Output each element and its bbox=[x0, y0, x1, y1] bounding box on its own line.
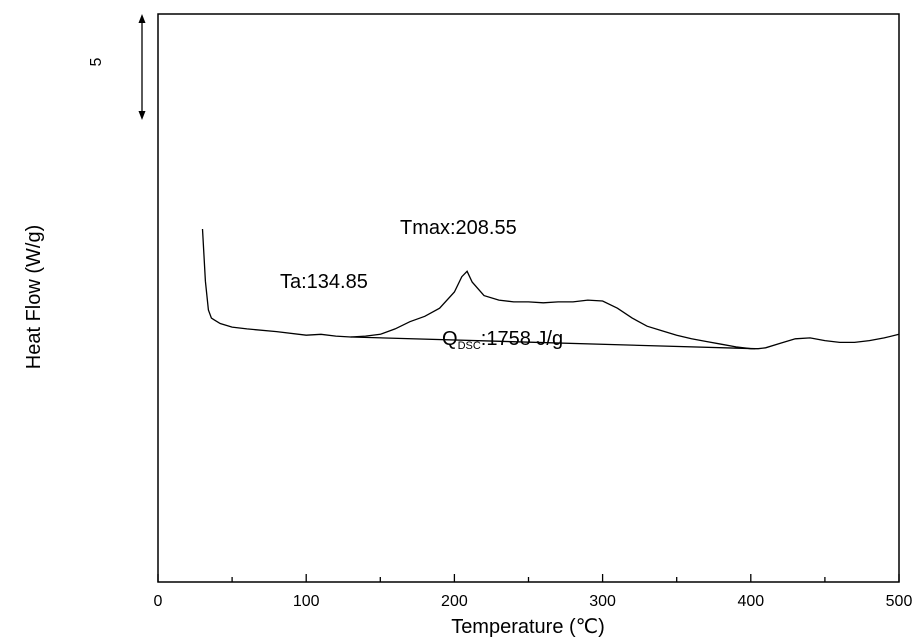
scale-bar-arrow-up-icon bbox=[138, 14, 146, 23]
x-axis-ticks bbox=[157, 574, 900, 582]
x-tick-label: 100 bbox=[293, 593, 320, 610]
q-subscript: DSC bbox=[458, 340, 481, 352]
x-axis-title: Temperature (℃) bbox=[451, 616, 605, 638]
annotation-ta: Ta:134.85 bbox=[280, 271, 368, 293]
x-tick-label: 300 bbox=[589, 593, 616, 610]
x-axis-tick-labels: 0 100 200 300 400 500 bbox=[154, 593, 913, 610]
q-tail: :1758 J/g bbox=[481, 328, 563, 350]
scale-bar: 5 bbox=[88, 14, 146, 120]
x-tick-label: 400 bbox=[737, 593, 764, 610]
annotation-q-dsc: QDSC:1758 J/g bbox=[442, 328, 563, 352]
annotation-tmax: Tmax:208.55 bbox=[400, 217, 517, 239]
q-main: Q bbox=[442, 328, 458, 350]
integration-baseline bbox=[350, 336, 756, 350]
scale-bar-label: 5 bbox=[88, 57, 105, 66]
x-tick-label: 0 bbox=[154, 593, 163, 610]
plot-frame bbox=[157, 13, 900, 583]
series-line bbox=[201, 228, 900, 350]
x-tick-label: 500 bbox=[886, 593, 913, 610]
y-axis-title: Heat Flow (W/g) bbox=[23, 225, 45, 369]
x-tick-label: 200 bbox=[441, 593, 468, 610]
scale-bar-arrow-down-icon bbox=[138, 111, 146, 120]
